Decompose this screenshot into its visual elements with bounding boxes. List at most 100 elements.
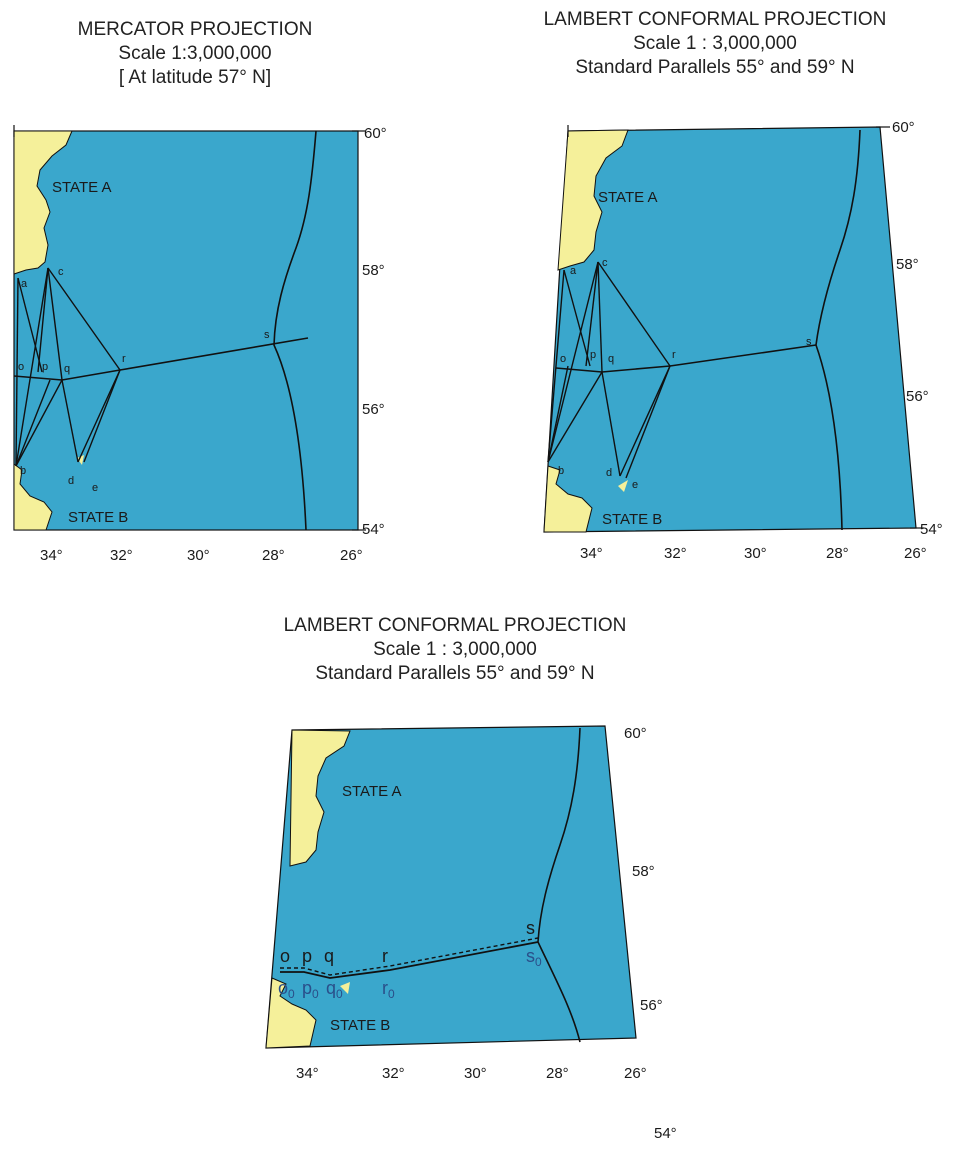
mercator-point-q: q — [64, 363, 70, 375]
lambert-bottom-lat-56: 56° — [640, 997, 663, 1014]
lambert-bottom-point-q: q — [324, 946, 334, 966]
mercator-lat-58: 58° — [362, 262, 385, 279]
lambert-bottom-state-a-land — [289, 729, 351, 867]
lambert-top-title-line-1: LAMBERT CONFORMAL PROJECTION — [543, 9, 887, 30]
mercator-lat-56: 56° — [362, 401, 385, 418]
mercator-lon-28: 28° — [262, 547, 285, 564]
lambert-bottom-boundary-line — [537, 727, 581, 1043]
lambert-top-point-c: c — [602, 257, 608, 269]
lambert-top-state-b-label: STATE B — [602, 511, 662, 528]
lambert-bottom-point-p: p — [302, 946, 312, 966]
mercator-lat-60: 60° — [364, 125, 387, 142]
mercator-islet-e — [77, 455, 84, 465]
lambert-top-title: LAMBERT CONFORMAL PROJECTION Scale 1 : 3… — [480, 8, 950, 80]
lambert-bottom-lon-34: 34° — [296, 1065, 319, 1082]
lambert-bottom-point-q0: q0 — [326, 978, 343, 1001]
lambert-bottom-scale: Scale 1 : 3,000,000 — [373, 639, 537, 660]
lambert-bottom-lat-54: 54° — [654, 1125, 677, 1142]
lambert-bottom-title: LAMBERT CONFORMAL PROJECTION Scale 1 : 3… — [200, 614, 710, 686]
lambert-bottom-state-b-land — [265, 977, 317, 1049]
mercator-lon-26: 26° — [340, 547, 363, 564]
lambert-top-state-b-land — [543, 465, 593, 533]
lambert-top-point-b: b — [558, 465, 564, 477]
lambert-top-point-s: s — [806, 336, 812, 348]
mercator-lon-34: 34° — [40, 547, 63, 564]
lambert-map-panel-top: LAMBERT CONFORMAL PROJECTION Scale 1 : 3… — [480, 0, 955, 580]
lambert-top-lon-34: 34° — [580, 545, 603, 562]
lambert-top-point-q: q — [608, 353, 614, 365]
mercator-title: MERCATOR PROJECTION Scale 1:3,000,000 [ … — [0, 18, 390, 90]
mercator-construction-lines — [15, 267, 121, 467]
mercator-title-line-1: MERCATOR PROJECTION — [77, 19, 313, 40]
lambert-top-point-p: p — [590, 349, 596, 361]
lambert-bottom-sea — [265, 725, 637, 1049]
mercator-point-r: r — [122, 353, 126, 365]
lambert-top-point-o: o — [560, 353, 566, 365]
lambert-top-map: a b c d e o p q r s STATE A STATE B 60° … — [543, 119, 943, 562]
mercator-point-c: c — [58, 266, 64, 278]
mercator-lat-54: 54° — [362, 521, 385, 538]
lambert-top-state-a-land — [557, 129, 629, 271]
lambert-top-point-e: e — [632, 479, 638, 491]
lambert-top-point-a: a — [570, 265, 577, 277]
lambert-top-construction-lines — [547, 261, 671, 479]
mercator-state-a-label: STATE A — [52, 179, 111, 196]
lambert-bottom-lon-28: 28° — [546, 1065, 569, 1082]
lambert-bottom-point-p0: p0 — [302, 978, 319, 1001]
lambert-bottom-title-line-1: LAMBERT CONFORMAL PROJECTION — [283, 615, 627, 636]
lambert-bottom-lon-32: 32° — [382, 1065, 405, 1082]
mercator-point-e: e — [92, 482, 98, 494]
lambert-top-lat-56: 56° — [906, 388, 929, 405]
lambert-bottom-point-r0: r0 — [382, 978, 395, 1001]
mercator-state-b-land — [13, 463, 53, 531]
lambert-bottom-point-o0: o0 — [278, 978, 295, 1001]
lambert-top-lat-60: 60° — [892, 119, 915, 136]
mercator-latitude-note: [ At latitude 57° N] — [118, 67, 272, 88]
lambert-top-lon-32: 32° — [664, 545, 687, 562]
lambert-bottom-line-o-s — [280, 941, 539, 979]
lambert-top-boundary-line — [815, 129, 861, 531]
lambert-top-lon-28: 28° — [826, 545, 849, 562]
mercator-point-o: o — [18, 361, 24, 373]
lambert-top-islet-e — [618, 480, 628, 492]
lambert-bottom-parallels: Standard Parallels 55° and 59° N — [315, 663, 595, 684]
lambert-top-lon-30: 30° — [744, 545, 767, 562]
mercator-lon-30: 30° — [187, 547, 210, 564]
lambert-top-state-a-label: STATE A — [598, 189, 657, 206]
mercator-map-panel: MERCATOR PROJECTION Scale 1:3,000,000 [ … — [0, 0, 400, 580]
mercator-lon-32: 32° — [110, 547, 133, 564]
mercator-point-a: a — [21, 278, 28, 290]
mercator-point-d: d — [68, 475, 74, 487]
lambert-top-lon-26: 26° — [904, 545, 927, 562]
lambert-top-scale: Scale 1 : 3,000,000 — [633, 33, 797, 54]
lambert-bottom-point-r: r — [382, 946, 388, 966]
mercator-map: a b c d e o p q r s STATE A STATE B 60° … — [13, 125, 387, 564]
mercator-state-b-label: STATE B — [68, 509, 128, 526]
mercator-line-o-s — [13, 337, 309, 381]
lambert-bottom-lat-60: 60° — [624, 725, 647, 742]
lambert-bottom-lat-58: 58° — [632, 863, 655, 880]
lambert-bottom-state-a-label: STATE A — [342, 783, 401, 800]
lambert-bottom-map: o p q r s o0 p0 q0 r0 s0 STATE A STATE B… — [265, 725, 677, 1142]
lambert-top-lat-54: 54° — [920, 521, 943, 538]
lambert-bottom-dashed-line — [280, 937, 539, 976]
lambert-top-point-d: d — [606, 467, 612, 479]
mercator-point-b: b — [20, 465, 26, 477]
lambert-bottom-islet — [340, 982, 350, 994]
lambert-bottom-state-b-label: STATE B — [330, 1017, 390, 1034]
mercator-boundary-line — [273, 130, 317, 531]
lambert-bottom-lon-30: 30° — [464, 1065, 487, 1082]
lambert-map-panel-bottom: LAMBERT CONFORMAL PROJECTION Scale 1 : 3… — [200, 600, 720, 1166]
mercator-point-s: s — [264, 329, 270, 341]
mercator-scale: Scale 1:3,000,000 — [118, 43, 272, 64]
lambert-top-parallels: Standard Parallels 55° and 59° N — [575, 57, 855, 78]
lambert-top-lat-58: 58° — [896, 256, 919, 273]
mercator-state-a-land — [13, 130, 73, 275]
lambert-bottom-lon-26: 26° — [624, 1065, 647, 1082]
mercator-point-p: p — [42, 361, 48, 373]
lambert-bottom-point-s: s — [526, 918, 535, 938]
lambert-top-line-o-s — [555, 344, 817, 373]
lambert-bottom-point-o: o — [280, 946, 290, 966]
lambert-bottom-point-s0: s0 — [526, 946, 542, 969]
lambert-top-point-r: r — [672, 349, 676, 361]
